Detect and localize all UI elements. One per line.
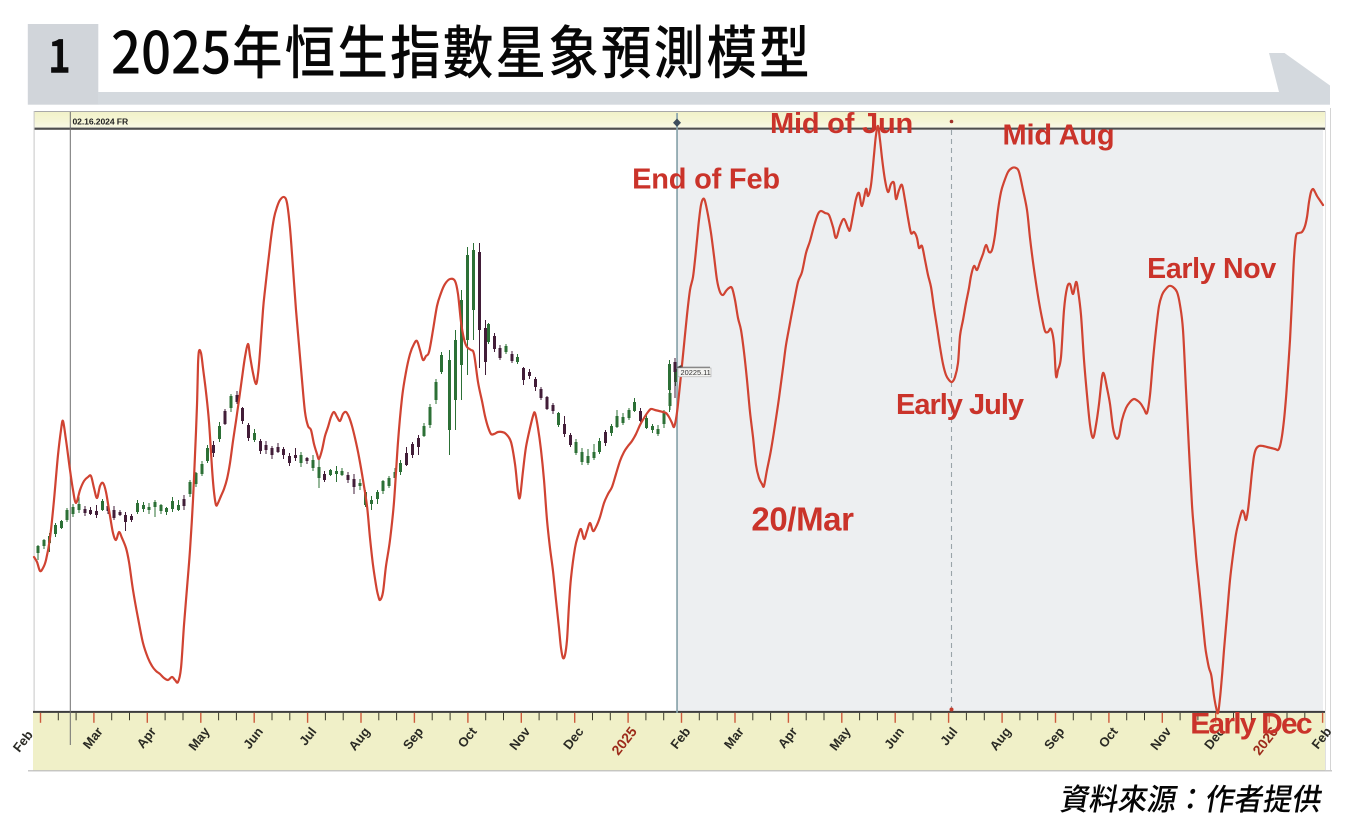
svg-text:Mid of Jun: Mid of Jun: [770, 108, 913, 140]
svg-text:Early Nov: Early Nov: [1147, 253, 1276, 285]
svg-text:Early July: Early July: [896, 389, 1024, 421]
svg-text:Mid Aug: Mid Aug: [1003, 120, 1115, 152]
svg-text:Early Dec: Early Dec: [1190, 708, 1312, 741]
svg-text:02.16.2024 FR: 02.16.2024 FR: [73, 117, 129, 127]
svg-text:20/Mar: 20/Mar: [751, 501, 854, 538]
svg-text:End of Feb: End of Feb: [632, 164, 780, 196]
svg-text:20225.11: 20225.11: [681, 368, 711, 377]
